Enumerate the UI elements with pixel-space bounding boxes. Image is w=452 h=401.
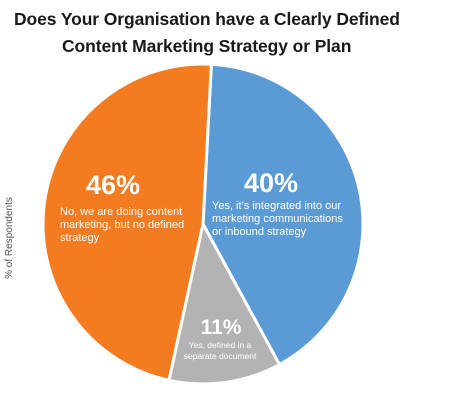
slice-value-label-2: 11% (201, 316, 242, 339)
chart-title-line-1: Does Your Organisation have a Clearly De… (14, 9, 400, 29)
slice-description-line: separate document (184, 351, 257, 361)
pie-slice-2 (167, 222, 281, 386)
slice-description-3: No, we are doing content marketing, but n… (60, 206, 184, 244)
slice-description-line: or inbound strategy (212, 226, 307, 238)
chart-title: Does Your Organisation have a Clearly De… (0, 0, 452, 64)
slice-description-1: Yes, it’s integrated into our marketing c… (212, 200, 343, 238)
slice-description-line: marketing communications (212, 213, 343, 225)
slice-description-line: Yes, defined in a (189, 340, 252, 350)
slice-description-line: strategy (60, 232, 100, 244)
slice-value-label-3: 46% (86, 170, 140, 200)
chart-title-line-2: Content Marketing Strategy or Plan (62, 36, 352, 56)
pie-slice-3 (41, 62, 213, 382)
slice-description-line: marketing, but no defined (60, 219, 184, 231)
slice-value-label-1: 40% (244, 168, 298, 198)
pie-slice-1 (201, 62, 365, 367)
slice-description-2: Yes, defined in a separate document (184, 340, 257, 361)
slice-description-line: Yes, it’s integrated into our (212, 200, 341, 212)
slice-description-line: No, we are doing content (60, 206, 182, 218)
